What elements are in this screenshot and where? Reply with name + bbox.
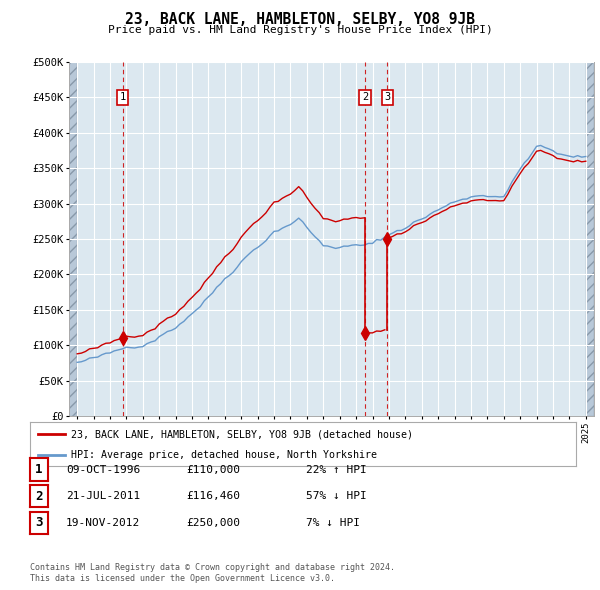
Text: HPI: Average price, detached house, North Yorkshire: HPI: Average price, detached house, Nort… bbox=[71, 450, 377, 460]
Text: 3: 3 bbox=[384, 93, 391, 102]
Text: 09-OCT-1996: 09-OCT-1996 bbox=[66, 465, 140, 474]
Text: 1: 1 bbox=[35, 463, 43, 476]
Text: 1: 1 bbox=[119, 93, 126, 102]
Text: £110,000: £110,000 bbox=[186, 465, 240, 474]
Text: 3: 3 bbox=[35, 516, 43, 529]
Text: 2: 2 bbox=[362, 93, 368, 102]
Bar bbox=[69, 62, 77, 416]
Text: 7% ↓ HPI: 7% ↓ HPI bbox=[306, 518, 360, 527]
Text: 19-NOV-2012: 19-NOV-2012 bbox=[66, 518, 140, 527]
Text: Price paid vs. HM Land Registry's House Price Index (HPI): Price paid vs. HM Land Registry's House … bbox=[107, 25, 493, 35]
Text: Contains HM Land Registry data © Crown copyright and database right 2024.: Contains HM Land Registry data © Crown c… bbox=[30, 563, 395, 572]
Text: This data is licensed under the Open Government Licence v3.0.: This data is licensed under the Open Gov… bbox=[30, 574, 335, 583]
Bar bbox=[586, 62, 594, 416]
Text: 57% ↓ HPI: 57% ↓ HPI bbox=[306, 491, 367, 501]
Text: 22% ↑ HPI: 22% ↑ HPI bbox=[306, 465, 367, 474]
Text: £250,000: £250,000 bbox=[186, 518, 240, 527]
Text: £116,460: £116,460 bbox=[186, 491, 240, 501]
Text: 23, BACK LANE, HAMBLETON, SELBY, YO8 9JB (detached house): 23, BACK LANE, HAMBLETON, SELBY, YO8 9JB… bbox=[71, 430, 413, 439]
Text: 23, BACK LANE, HAMBLETON, SELBY, YO8 9JB: 23, BACK LANE, HAMBLETON, SELBY, YO8 9JB bbox=[125, 12, 475, 27]
Text: 21-JUL-2011: 21-JUL-2011 bbox=[66, 491, 140, 501]
Text: 2: 2 bbox=[35, 490, 43, 503]
